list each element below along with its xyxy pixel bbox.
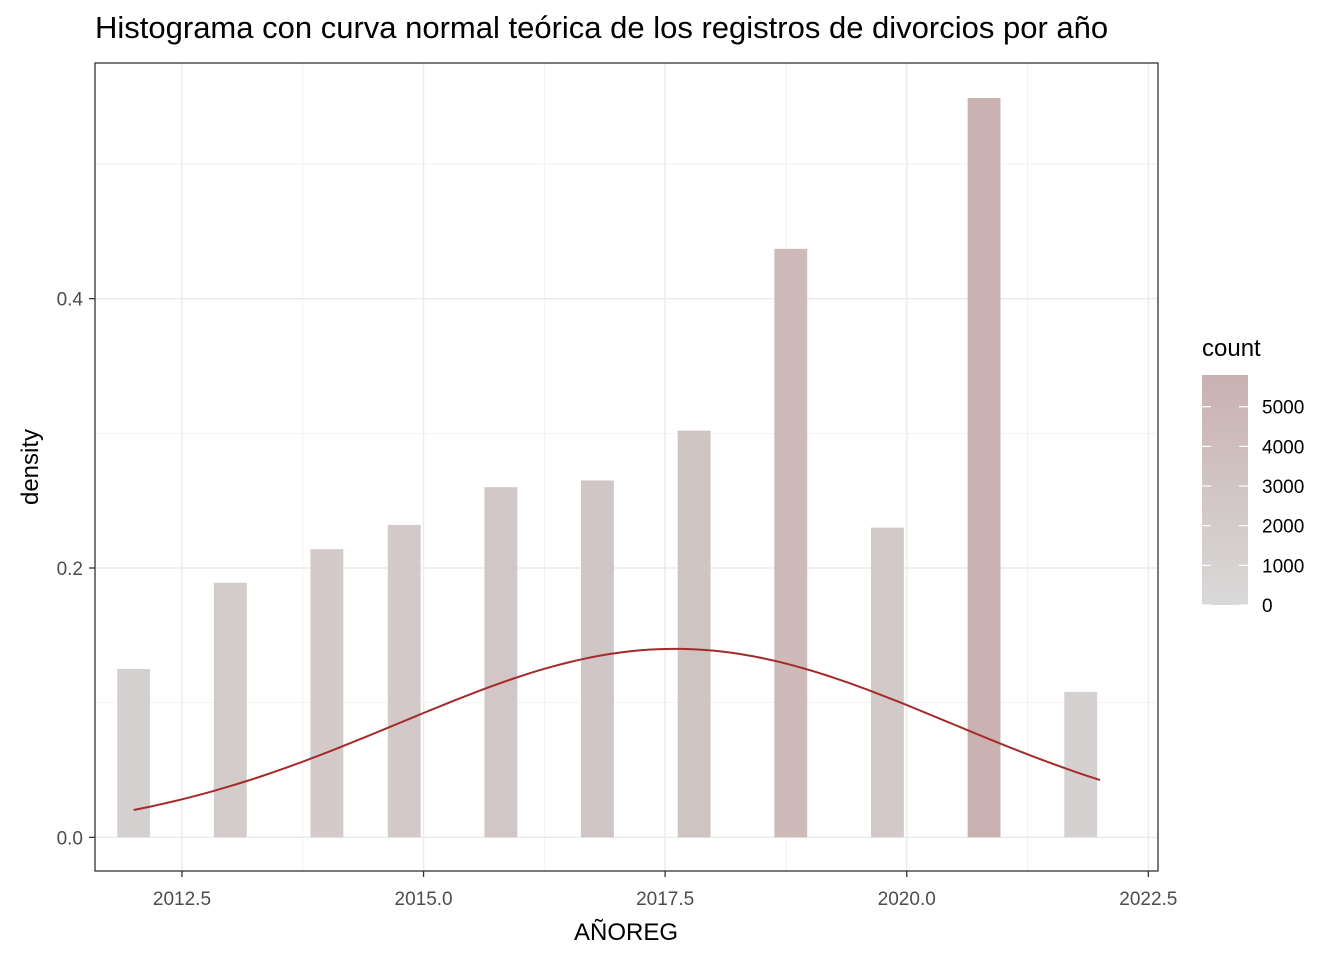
histogram-bar [117,669,151,838]
y-tick-label: 0.4 [57,290,84,311]
x-tick-label: 2012.5 [153,889,211,910]
normal-curve-line [133,647,1101,811]
legend-title: count [1202,335,1261,362]
histogram-bar [387,524,421,838]
curve-layer [133,647,1101,811]
histogram-bar [870,527,904,838]
y-tick-label: 0.2 [57,559,83,580]
legend-label: 4000 [1262,437,1304,458]
histogram-bar [967,98,1001,838]
legend-label: 2000 [1262,517,1304,538]
chart-title: Histograma con curva normal teórica de l… [95,10,1109,45]
legend: count 0 1000 2000 3000 4000 5000 [1202,335,1304,617]
y-axis-title: density [17,429,44,505]
histogram-bar [774,248,808,838]
plot-border [94,62,1159,872]
legend-label: 1000 [1262,556,1304,577]
legend-label: 0 [1262,596,1273,617]
y-tick-label: 0.0 [57,828,83,849]
x-axis-title: AÑOREG [574,919,678,946]
x-tick-label: 2020.0 [878,889,936,910]
x-tick-label: 2017.5 [636,889,694,910]
histogram-bar [484,487,518,838]
legend-label: 3000 [1262,477,1304,498]
histogram-bar [213,582,247,838]
x-tick-label: 2022.5 [1119,889,1177,910]
legend-label: 5000 [1262,398,1304,419]
histogram-bar [1064,691,1098,838]
histogram-bar [677,430,711,838]
axis-layer: 2012.5 2015.0 2017.5 2020.0 2022.5 0.0 0.2 0.4 [57,290,1178,910]
x-tick-label: 2015.0 [395,889,453,910]
histogram-bar [310,549,344,838]
legend-colorbar [1202,375,1248,605]
